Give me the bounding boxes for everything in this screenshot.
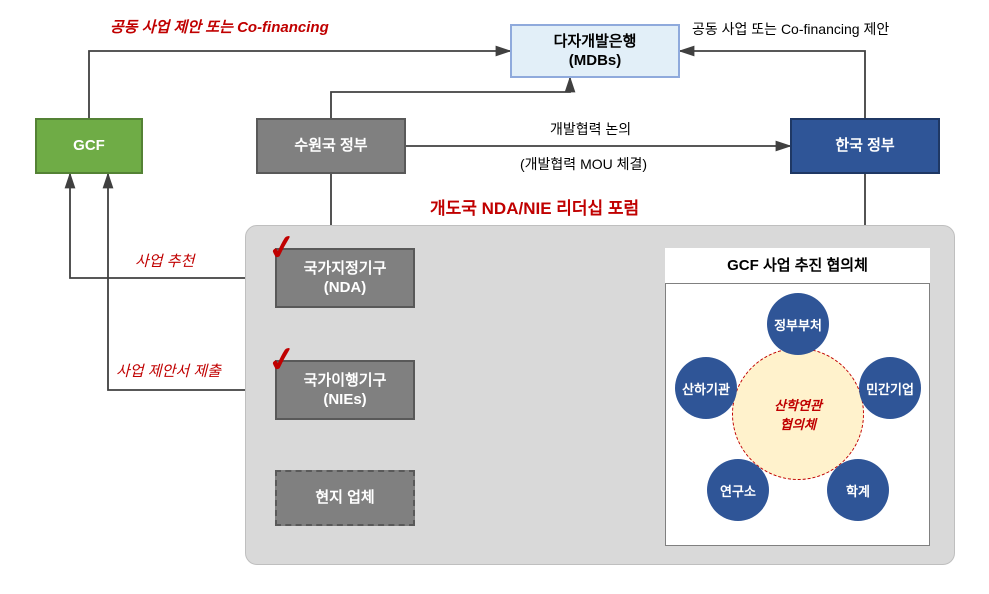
edge-label-dev2: (개발협력 MOU 체결) (520, 155, 647, 173)
box-mdbs: 다자개발은행 (MDBs) (510, 24, 680, 78)
edge-label-top-right: 공동 사업 또는 Co-financing 제안 (692, 20, 889, 38)
circle-node: 연구소 (707, 459, 769, 521)
box-recipient: 수원국 정부 (256, 118, 406, 174)
check-icon: ✓ (265, 338, 299, 382)
box-gcf-line1: GCF (73, 136, 105, 156)
box-mdbs-line2: (MDBs) (569, 51, 622, 71)
edge-label-top-left: 공동 사업 제안 또는 Co-financing (110, 18, 329, 38)
box-council-title: GCF 사업 추진 협의체 (727, 256, 868, 276)
box-nda-line1: 국가지정기구 (304, 259, 387, 279)
box-nies-line2: (NIEs) (323, 390, 366, 410)
circle-node: 정부부처 (767, 293, 829, 355)
box-korea-line1: 한국 정부 (835, 136, 894, 156)
inner-circle: 산학연관 협의체 (732, 348, 864, 480)
inner-circle-line2: 협의체 (780, 414, 816, 433)
box-recipient-line1: 수원국 정부 (294, 136, 367, 156)
circle-node: 민간기업 (859, 357, 921, 419)
box-local: 현지 업체 (275, 470, 415, 526)
check-icon: ✓ (265, 226, 299, 270)
edge-label-submit: 사업 제안서 제출 (116, 362, 221, 382)
box-mdbs-line1: 다자개발은행 (554, 32, 637, 52)
edge-label-dev1: 개발협력 논의 (550, 120, 631, 138)
circle-node: 산하기관 (675, 357, 737, 419)
inner-circle-line1: 산학연관 (774, 395, 822, 414)
box-korea: 한국 정부 (790, 118, 940, 174)
forum-title: 개도국 NDA/NIE 리더십 포럼 (430, 198, 639, 220)
edge-label-reco: 사업 추천 (135, 252, 194, 272)
box-local-line1: 현지 업체 (315, 488, 374, 508)
box-nda-line2: (NDA) (324, 278, 367, 298)
box-nies-line1: 국가이행기구 (304, 371, 387, 391)
box-council: GCF 사업 추진 협의체 (665, 248, 930, 284)
box-gcf: GCF (35, 118, 143, 174)
circle-node: 학계 (827, 459, 889, 521)
